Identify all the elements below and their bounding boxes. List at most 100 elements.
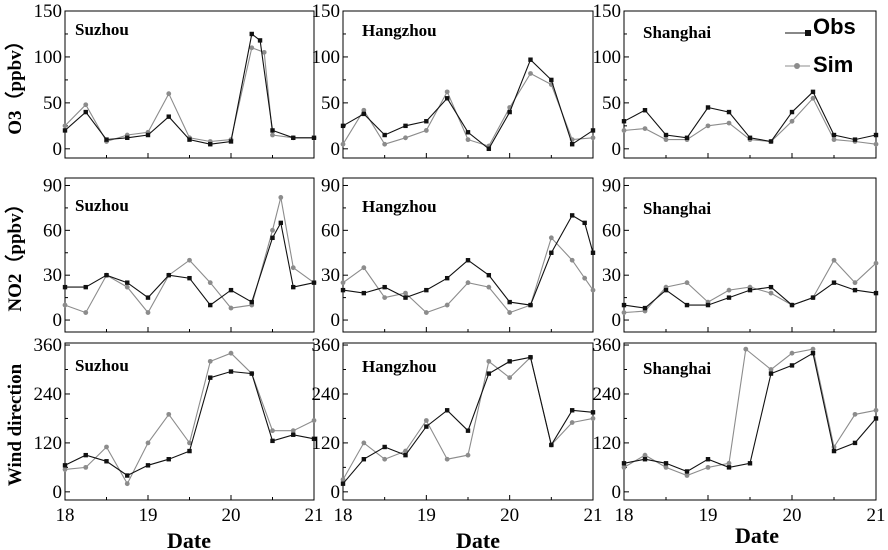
row-label-o3: O3（ppbv）: [3, 31, 26, 134]
series-obs-point: [208, 302, 213, 308]
series-obs-point: [187, 275, 192, 281]
panel-title: Shanghai: [643, 199, 711, 218]
series-obs-point: [486, 371, 492, 376]
series-obs-point: [361, 457, 367, 462]
y-tick-label: 100: [312, 47, 341, 68]
series-sim-point: [507, 375, 513, 381]
series-sim-point: [207, 280, 213, 286]
series-sim-point: [831, 137, 837, 143]
series-sim-point: [104, 444, 109, 450]
series-sim-point: [270, 132, 275, 138]
series-obs-point: [621, 119, 627, 124]
series-sim-point: [789, 118, 795, 124]
series-obs-point: [747, 287, 753, 293]
series-sim-line: [64, 197, 315, 314]
x-tick-label: 20: [222, 505, 241, 526]
y-tick-label: 0: [331, 139, 341, 160]
y-tick-label: 0: [331, 482, 341, 503]
panel-title: Suzhou: [75, 20, 129, 39]
y-tick-label: 100: [34, 47, 63, 68]
series-obs-point: [684, 135, 690, 140]
panels: 0 50 100 150 Suzhou 0 50 100 150 Hangzhou 0 50 100 15…: [34, 1, 886, 526]
series-sim-point: [810, 95, 816, 101]
series-sim-point: [465, 137, 471, 143]
panel-shanghai-r0: 0 50 100 150 Shanghai: [593, 1, 879, 160]
series-obs-point: [403, 452, 408, 458]
x-label-col3: Date: [735, 523, 779, 548]
series-obs-point: [291, 284, 296, 290]
series-obs-point: [852, 287, 858, 293]
panel-suzhou-r1: 0 30 60 90 Suzhou: [43, 175, 317, 333]
y-tick-label: 150: [312, 1, 341, 22]
y-tick-label: 0: [612, 482, 622, 503]
series-sim-point: [642, 126, 648, 131]
series-obs-line: [342, 214, 594, 306]
series-sim-point: [290, 265, 296, 271]
series-obs-point: [768, 371, 774, 376]
x-tick-label: 21: [305, 505, 324, 526]
series-obs-point: [549, 77, 554, 83]
series-obs-point: [507, 359, 512, 364]
series-sim-point: [187, 440, 192, 446]
series-obs-point: [361, 290, 367, 296]
series-sim-point: [361, 440, 367, 446]
series-obs-point: [486, 146, 492, 152]
series-sim-point: [642, 452, 648, 458]
series-obs-point: [663, 287, 669, 293]
series-sim-point: [621, 464, 627, 470]
series-sim-point: [507, 310, 513, 315]
y-tick-label: 50: [602, 93, 621, 114]
series-sim-point: [278, 195, 284, 200]
y-tick-label: 0: [331, 310, 341, 331]
series-obs-point: [486, 272, 492, 278]
series-obs-point: [507, 299, 512, 305]
series-obs-point: [166, 114, 171, 119]
series-sim-point: [340, 477, 346, 483]
legend-obs-label: Obs: [813, 14, 856, 39]
series-sim-point: [465, 452, 471, 458]
series-sim-point: [403, 290, 408, 296]
series-obs-point: [831, 280, 837, 285]
series-sim-point: [403, 135, 408, 141]
x-tick-label: 20: [783, 505, 802, 526]
x-label-col2: Date: [456, 528, 500, 550]
series-sim-point: [743, 346, 749, 352]
series-obs-point: [726, 109, 732, 115]
series-obs-point: [424, 287, 429, 293]
y-tick-label: 90: [43, 175, 62, 196]
y-tick-label: 100: [593, 47, 622, 68]
x-tick-label: 21: [867, 505, 886, 526]
series-sim-point: [187, 257, 192, 263]
y-tick-label: 240: [312, 384, 341, 405]
series-sim-point: [340, 141, 346, 147]
series-obs-point: [249, 299, 254, 305]
x-tick-label: 18: [56, 505, 75, 526]
series-sim-point: [249, 45, 255, 51]
series-sim-point: [548, 235, 554, 241]
series-obs-point: [465, 258, 471, 263]
y-tick-label: 50: [43, 93, 62, 114]
series-obs-point: [228, 139, 234, 144]
x-tick-label: 18: [615, 505, 634, 526]
series-obs-line: [65, 221, 315, 306]
series-obs-point: [83, 452, 88, 458]
series-obs-point: [642, 108, 648, 113]
series-obs-point: [768, 284, 774, 290]
series-obs-point: [145, 295, 151, 300]
series-sim-point: [582, 275, 588, 281]
series-sim-point: [726, 460, 732, 466]
series-obs-point: [424, 424, 429, 429]
series-sim-point: [726, 287, 732, 293]
series-sim-point: [62, 467, 68, 472]
series-obs-point: [403, 123, 408, 129]
series-sim-point: [590, 416, 596, 421]
series-obs-point: [145, 132, 151, 138]
series-obs-point: [642, 305, 648, 311]
series-obs-point: [145, 463, 151, 468]
panel-title: Suzhou: [75, 356, 129, 375]
series-obs-point: [705, 457, 711, 462]
series-obs-point: [569, 142, 575, 147]
series-sim-point: [444, 302, 450, 308]
series-obs-point: [873, 132, 879, 138]
x-tick-label: 19: [699, 505, 718, 526]
